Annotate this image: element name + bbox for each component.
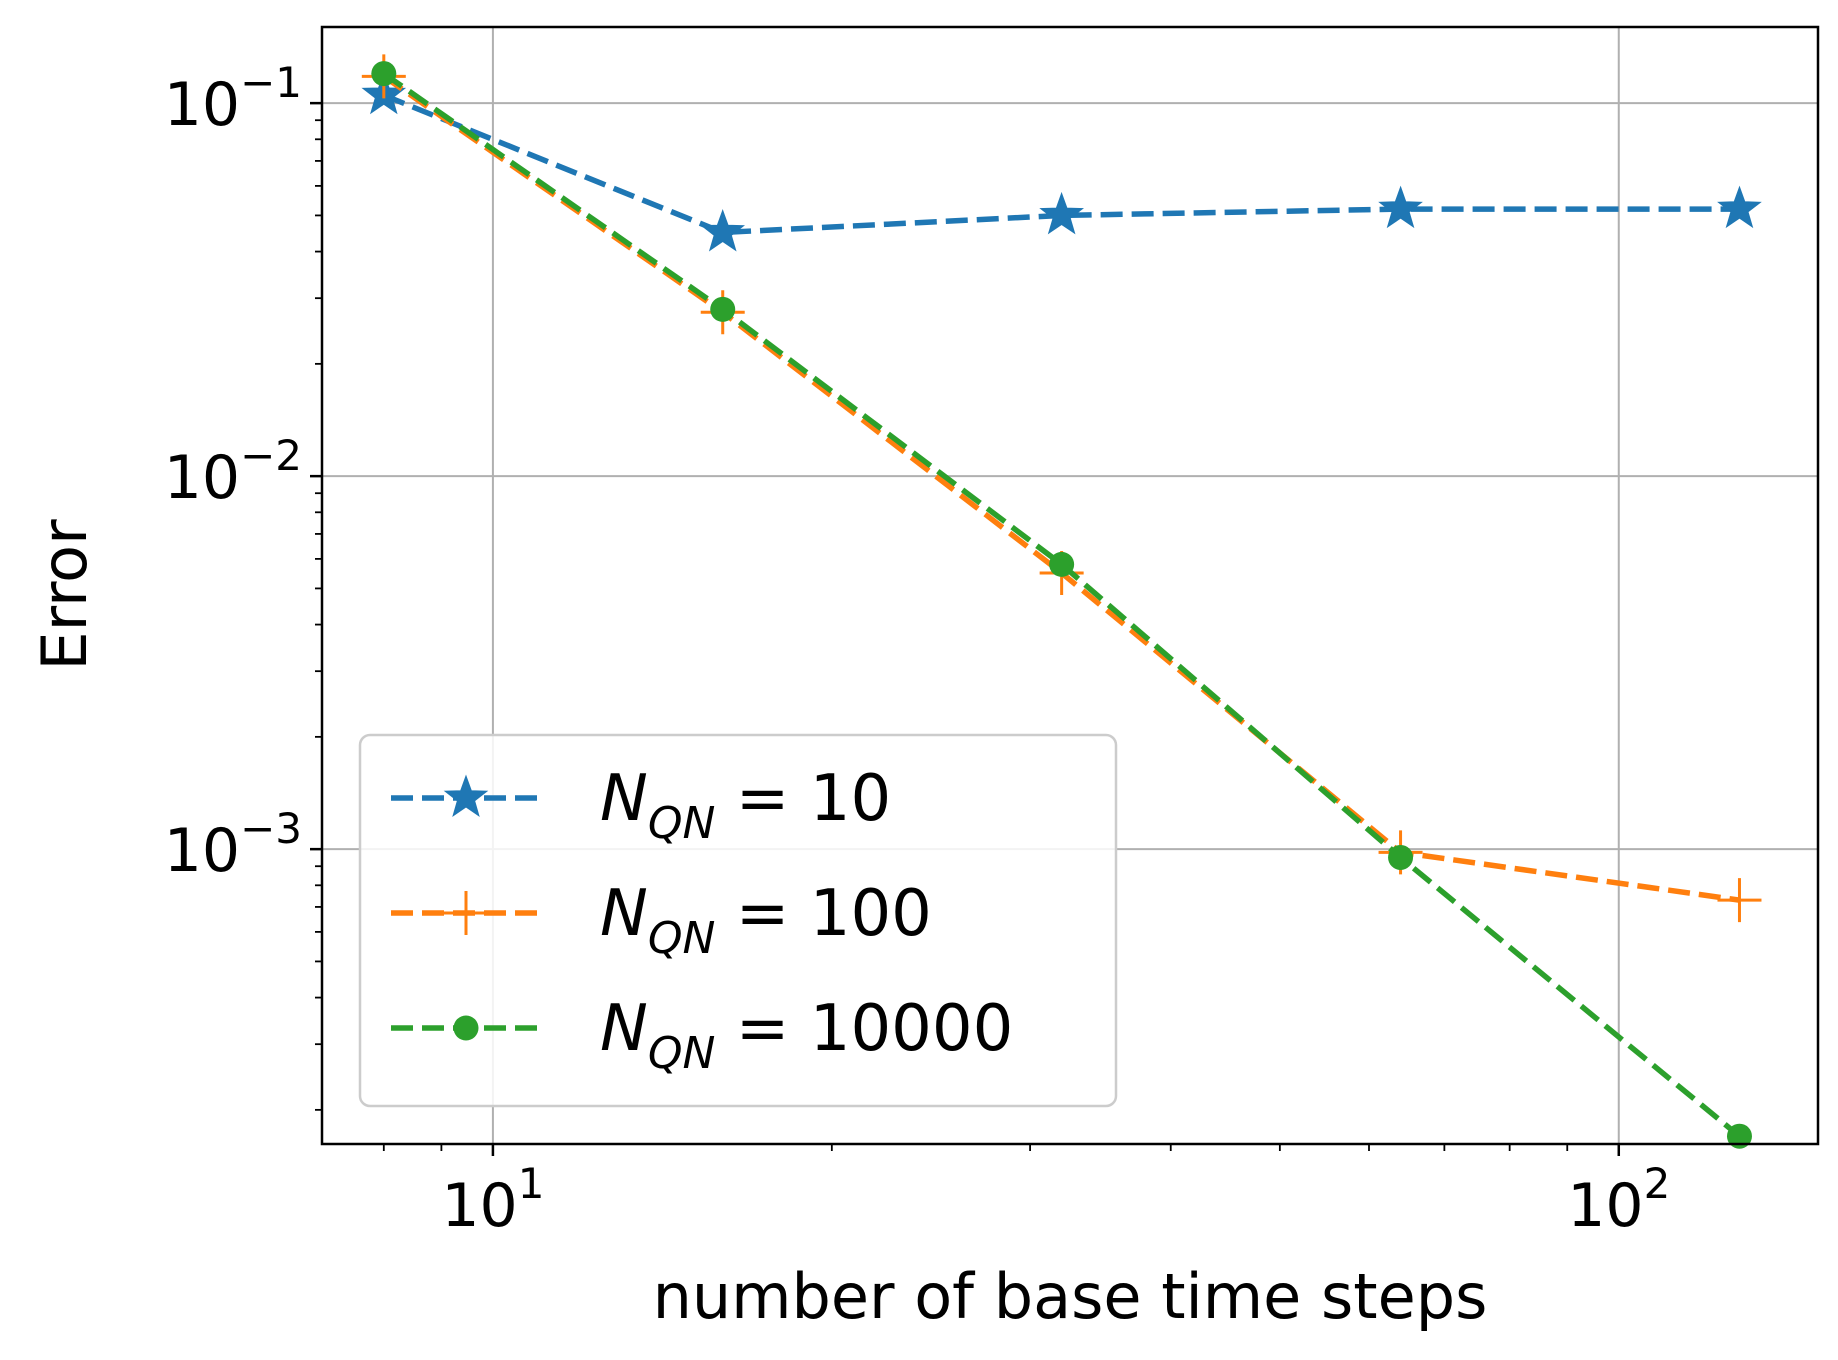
legend-value: = 10 (715, 762, 891, 836)
series-line (382, 71, 1742, 1139)
y-tick-exponent: −3 (240, 804, 302, 853)
data-point (1388, 844, 1414, 870)
x-tick-label: 101 (441, 1159, 544, 1241)
data-point (1039, 191, 1085, 235)
series-1 (361, 71, 1762, 252)
legend-item-1: NQN = 10 (391, 762, 891, 849)
y-tick-base: 10 (164, 443, 240, 513)
data-point (1717, 878, 1762, 923)
y-axis-label: Error (28, 519, 101, 671)
legend-item-3: NQN = 10000 (391, 992, 1013, 1079)
plot-frame (320, 25, 1820, 1146)
data-point (1726, 1123, 1752, 1149)
y-tick-label: 10−2 (164, 431, 302, 513)
legend-subscript: QN (648, 913, 716, 964)
x-tick-label: 102 (1567, 1159, 1670, 1241)
y-tick-base: 10 (164, 70, 240, 140)
y-tick-exponent: −2 (240, 431, 302, 480)
x-tick-base: 10 (1567, 1171, 1643, 1241)
legend-marker (444, 891, 488, 935)
x-tick-exponent: 1 (518, 1159, 545, 1208)
y-tick-base: 10 (164, 816, 240, 886)
y-tick-exponent: −1 (240, 58, 302, 107)
y-tick-label: 10−3 (164, 804, 302, 886)
legend-symbol: N (600, 992, 648, 1066)
x-axis-label: number of base time steps (653, 1260, 1488, 1333)
data-point (1378, 185, 1423, 229)
data-point (371, 61, 397, 87)
legend-symbol: N (600, 762, 648, 836)
legend-item-2: NQN = 100 (391, 877, 932, 964)
legend-label: NQN = 10000 (600, 992, 1013, 1079)
y-tick-label: 10−1 (164, 58, 302, 140)
series-3 (371, 61, 1752, 1149)
legend-subscript: QN (648, 798, 716, 849)
x-tick-base: 10 (441, 1171, 517, 1241)
data-point (1717, 185, 1762, 229)
legend-label: NQN = 100 (600, 877, 932, 964)
legend-subscript: QN (648, 1028, 716, 1079)
data-point (710, 296, 736, 322)
legend-label: NQN = 10 (600, 762, 891, 849)
major-ticks (310, 101, 1621, 1156)
data-point (1049, 551, 1075, 577)
legend-marker (453, 1015, 479, 1041)
legend-value: = 10000 (715, 992, 1013, 1066)
legend-box (358, 733, 1118, 1108)
series-line (382, 92, 1740, 236)
legend-value: = 100 (715, 877, 931, 951)
series-layer (361, 54, 1762, 1149)
data-point (700, 209, 745, 252)
x-tick-exponent: 2 (1644, 1159, 1671, 1208)
legend-marker (443, 774, 489, 817)
legend-symbol: N (600, 877, 648, 951)
